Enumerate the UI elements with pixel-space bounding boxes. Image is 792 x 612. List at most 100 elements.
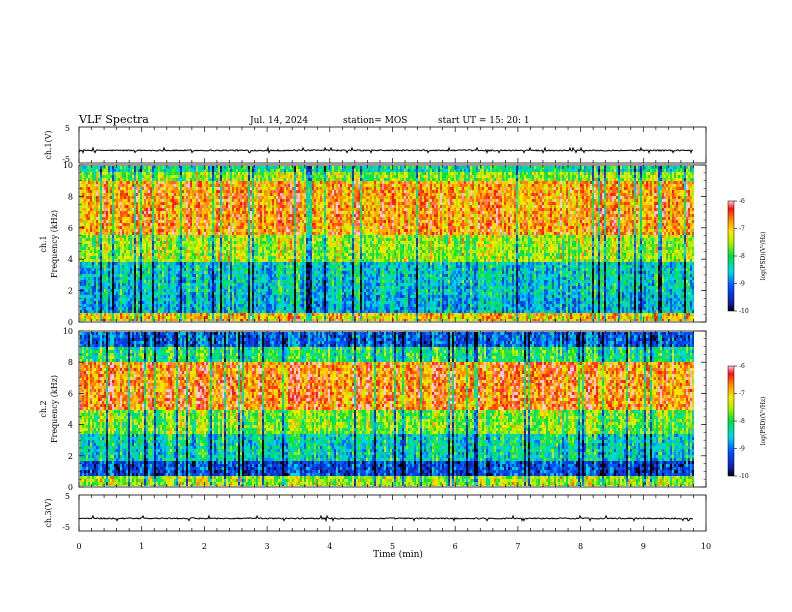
spectrogram-cell xyxy=(86,181,88,184)
spectrogram-cell xyxy=(96,283,98,286)
spectrogram-cell xyxy=(228,310,230,313)
spectrogram-cell xyxy=(230,220,232,223)
spectrogram-cell xyxy=(168,295,170,298)
spectrogram-cell xyxy=(222,196,224,199)
spectrogram-cell xyxy=(242,271,244,274)
spectrogram-cell xyxy=(246,247,248,250)
spectrogram-cell xyxy=(266,292,268,295)
spectrogram-cell xyxy=(214,208,216,211)
spectrogram-cell xyxy=(212,316,214,319)
spectrogram-cell xyxy=(146,247,148,250)
spectrogram-cell xyxy=(188,259,190,262)
spectrogram-cell xyxy=(178,295,180,298)
spectrogram-cell xyxy=(246,217,248,220)
spectrogram-cell xyxy=(254,262,256,265)
spectrogram-cell xyxy=(126,250,128,253)
spectrogram-cell xyxy=(198,226,200,229)
spectrogram-cell xyxy=(188,217,190,220)
spectrogram-cell xyxy=(252,202,254,205)
spectrogram-cell xyxy=(150,304,152,307)
spectrogram-cell xyxy=(164,190,166,193)
spectrogram-cell xyxy=(236,223,238,226)
spectrogram-cell xyxy=(256,250,258,253)
spectrogram-cell xyxy=(92,181,94,184)
spectrogram-cell xyxy=(160,193,162,196)
spectrogram-cell xyxy=(112,316,114,319)
spectrogram-cell xyxy=(238,211,240,214)
spectrogram-cell xyxy=(266,187,268,190)
spectrogram-cell xyxy=(82,247,84,250)
spectrogram-cell xyxy=(218,175,220,178)
spectrogram-cell xyxy=(244,259,246,262)
spectrogram-cell xyxy=(160,199,162,202)
spectrogram-cell xyxy=(82,196,84,199)
spectrogram-cell xyxy=(230,259,232,262)
spectrogram-cell xyxy=(256,229,258,232)
spectrogram-cell xyxy=(188,169,190,172)
spectrogram-cell xyxy=(182,307,184,310)
spectrogram-cell xyxy=(156,280,158,283)
spectrogram-cell xyxy=(238,292,240,295)
spectrogram-cell xyxy=(154,181,156,184)
spectrogram-cell xyxy=(144,292,146,295)
spectrogram-cell xyxy=(242,295,244,298)
spectrogram-cell xyxy=(248,226,250,229)
spectrogram-cell xyxy=(204,250,206,253)
spectrogram-cell xyxy=(198,253,200,256)
spectrogram-cell xyxy=(226,208,228,211)
spectrogram-cell xyxy=(218,298,220,301)
spectrogram-cell xyxy=(258,250,260,253)
spectrogram-cell xyxy=(258,196,260,199)
spectrogram-cell xyxy=(144,286,146,289)
spectrogram-cell xyxy=(162,253,164,256)
spectrogram-cell xyxy=(110,196,112,199)
spectrogram-cell xyxy=(200,265,202,268)
spectrogram-cell xyxy=(132,193,134,196)
spectrogram-cell xyxy=(196,289,198,292)
spectrogram-cell xyxy=(194,256,196,259)
spectrogram-cell xyxy=(110,253,112,256)
spectrogram-cell xyxy=(114,259,116,262)
spectrogram-cell xyxy=(232,265,234,268)
spectrogram-cell xyxy=(98,310,100,313)
spectrogram-cell xyxy=(250,277,252,280)
spectrogram-cell xyxy=(162,220,164,223)
spectrogram-cell xyxy=(256,202,258,205)
spectrogram-cell xyxy=(106,256,108,259)
spectrogram-cell xyxy=(266,262,268,265)
spectrogram-cell xyxy=(164,202,166,205)
spectrogram-cell xyxy=(264,199,266,202)
spectrogram-cell xyxy=(228,229,230,232)
spectrogram-cell xyxy=(160,277,162,280)
spectrogram-cell xyxy=(138,226,140,229)
spectrogram-cell xyxy=(172,319,174,321)
spectrogram-cell xyxy=(222,181,224,184)
spectrogram-cell xyxy=(210,202,212,205)
spectrogram-cell xyxy=(172,313,174,316)
spectrogram-cell xyxy=(230,232,232,235)
spectrogram-cell xyxy=(80,238,82,241)
spectrogram-cell xyxy=(266,172,268,175)
spectrogram-cell xyxy=(208,220,210,223)
spectrogram-cell xyxy=(138,262,140,265)
spectrogram-cell xyxy=(172,220,174,223)
spectrogram-cell xyxy=(160,226,162,229)
spectrogram-cell xyxy=(140,280,142,283)
spectrogram-cell xyxy=(158,238,160,241)
spectrogram-cell xyxy=(174,166,176,169)
spectrogram-cell xyxy=(176,232,178,235)
spectrogram-cell xyxy=(162,274,164,277)
spectrogram-cell xyxy=(114,253,116,256)
spectrogram-cell xyxy=(202,187,204,190)
spectrogram-cell xyxy=(240,253,242,256)
spectrogram-cell xyxy=(202,235,204,238)
spectrogram-cell xyxy=(200,217,202,220)
spectrogram-cell xyxy=(114,280,116,283)
spectrogram-cell xyxy=(120,184,122,187)
spectrogram-cell xyxy=(114,199,116,202)
spectrogram-cell xyxy=(234,199,236,202)
spectrogram-cell xyxy=(120,283,122,286)
spectrogram-cell xyxy=(134,226,136,229)
spectrogram-cell xyxy=(86,289,88,292)
spectrogram-cell xyxy=(140,229,142,232)
